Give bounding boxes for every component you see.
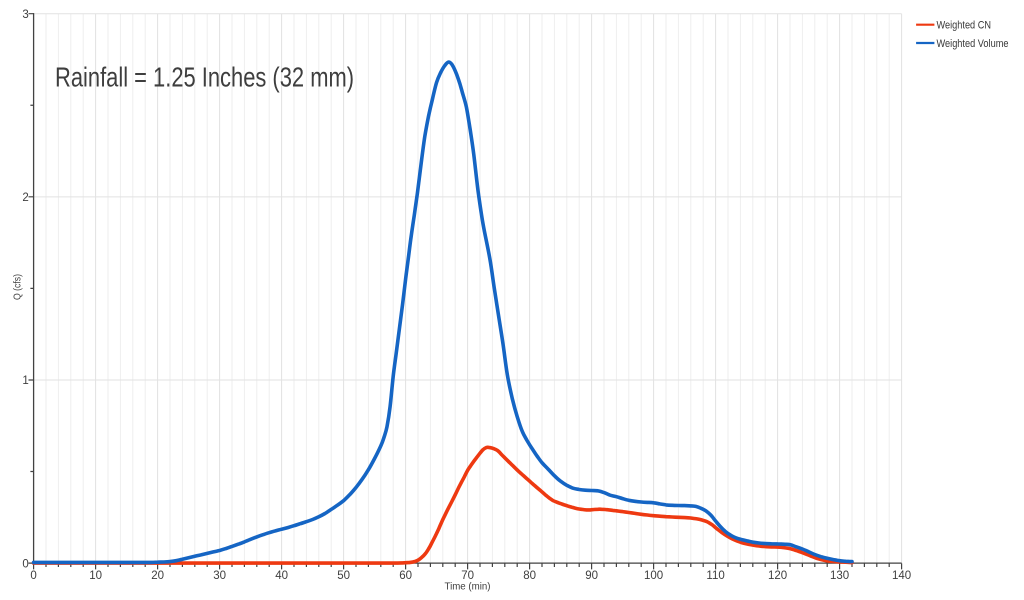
svg-text:20: 20 [151,570,164,582]
svg-text:Time (min): Time (min) [445,581,491,593]
svg-text:Rainfall = 1.25 Inches (32 mm): Rainfall = 1.25 Inches (32 mm) [55,61,354,92]
svg-text:Weighted CN: Weighted CN [937,20,992,32]
svg-text:50: 50 [337,570,350,582]
svg-text:1: 1 [22,375,28,387]
svg-text:120: 120 [768,570,787,582]
svg-text:130: 130 [830,570,849,582]
svg-text:0: 0 [22,558,28,570]
svg-text:100: 100 [644,570,663,582]
svg-text:Weighted Volume: Weighted Volume [937,38,1009,50]
svg-text:2: 2 [22,192,28,204]
svg-text:70: 70 [461,570,474,582]
svg-text:140: 140 [892,570,911,582]
svg-text:40: 40 [275,570,288,582]
svg-text:60: 60 [399,570,412,582]
svg-text:Q (cfs): Q (cfs) [12,274,24,300]
svg-text:30: 30 [213,570,226,582]
svg-text:110: 110 [706,570,724,582]
svg-text:90: 90 [585,570,598,582]
svg-text:80: 80 [523,570,536,582]
svg-text:0: 0 [30,570,36,582]
svg-text:10: 10 [89,570,102,582]
svg-text:3: 3 [22,9,28,21]
